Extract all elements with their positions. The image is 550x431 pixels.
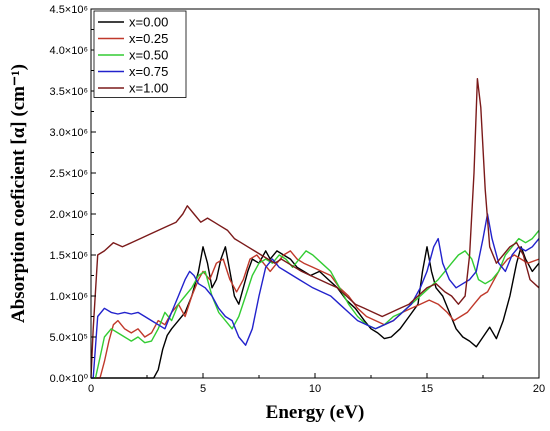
y-axis-label: Absorption coeficient [α] (cm⁻¹): [8, 64, 29, 323]
y-tick-label: 3.0×10⁶: [50, 127, 88, 139]
legend-label: x=0.50: [129, 48, 168, 63]
x-axis-label: Energy (eV): [266, 402, 365, 423]
series-line-x=0.25: [91, 250, 540, 379]
legend-label: x=0.25: [129, 31, 168, 46]
x-tick-label: 20: [533, 383, 545, 395]
legend-label: x=1.00: [129, 81, 168, 96]
series-line-x=0.75: [91, 213, 540, 379]
legend: x=0.00x=0.25 x=0.50x=0.75 x=1.00: [93, 10, 187, 98]
y-tick-label: 1.0×10⁶: [50, 291, 88, 303]
x-tick-label: 5: [200, 383, 206, 395]
series-line-x=1.00: [90, 78, 540, 379]
series-line-x=0.00: [91, 246, 540, 379]
x-tick-label: 10: [309, 383, 321, 395]
series-line-x=0.50: [91, 229, 540, 379]
x-tick-label: 0: [88, 383, 94, 395]
y-tick-label: 4.0×10⁶: [50, 45, 88, 57]
y-tick-label: 5.0×10⁵: [49, 332, 88, 344]
y-tick-label: 0.0×10⁰: [50, 373, 89, 385]
legend-label: x=0.00: [129, 15, 168, 30]
y-tick-label: 3.5×10⁶: [50, 86, 88, 98]
legend-label: x=0.75: [129, 64, 168, 79]
ticks-layer: 0 5 10 15 20 0.0×10⁰ 5.0×10⁵ 1.0×10⁶ 1.5×10⁶ 2.0×…: [49, 4, 545, 395]
x-tick-label: 15: [421, 383, 433, 395]
y-tick-label: 2.0×10⁶: [50, 209, 88, 221]
y-tick-label: 1.5×10⁶: [50, 250, 88, 262]
series-layer: [90, 78, 540, 379]
y-tick-label: 4.5×10⁶: [50, 4, 88, 16]
y-tick-label: 2.5×10⁶: [50, 168, 88, 180]
